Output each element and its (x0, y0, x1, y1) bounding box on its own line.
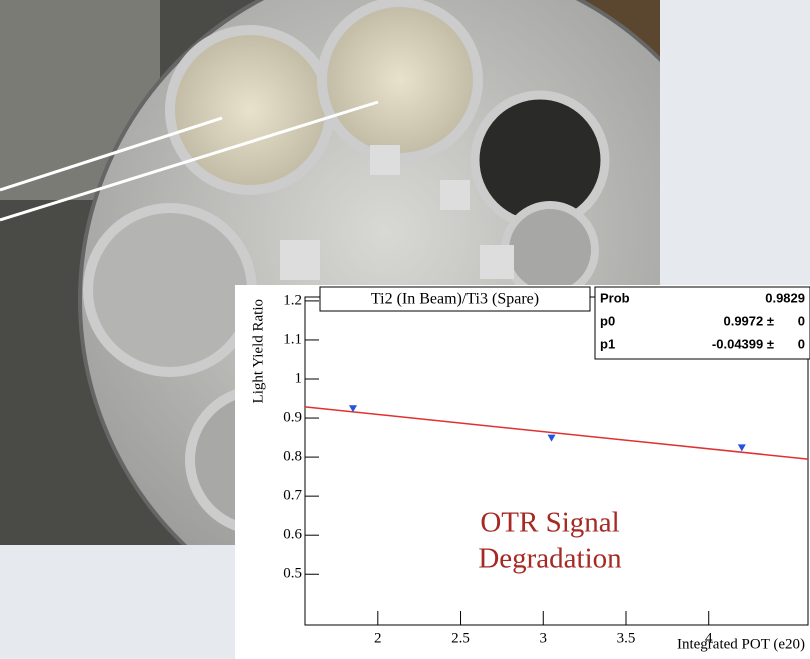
page: {"chart_data": {"type": "scatter", "titl… (0, 0, 810, 659)
stats-value: 0.9829 (765, 290, 805, 305)
stats-name: p0 (600, 313, 615, 328)
y-tick-label: 1.1 (283, 331, 302, 347)
x-tick-label: 2 (374, 630, 382, 646)
stats-error: 0 (798, 313, 805, 328)
slide: 0.50.60.70.80.911.11.222.533.54Integrate… (0, 0, 810, 659)
stats-name: p1 (600, 336, 615, 351)
chart-title: Ti2 (In Beam)/Ti3 (Spare) (371, 291, 539, 308)
stats-error: 0 (798, 336, 805, 351)
stats-value: 0.9972 ± (723, 313, 774, 328)
x-tick-label: 2.5 (451, 630, 470, 646)
annotation: Degradation (478, 543, 622, 575)
stats-name: Prob (600, 290, 630, 305)
y-tick-label: 1.2 (283, 292, 302, 308)
y-tick-label: 0.8 (283, 449, 302, 465)
y-tick-label: 0.9 (283, 409, 302, 425)
y-tick-label: 0.5 (283, 566, 302, 582)
y-tick-label: 1 (295, 370, 303, 386)
x-tick-label: 3.5 (617, 630, 636, 646)
stats-value: -0.04399 ± (712, 336, 774, 351)
x-axis-label: Integrated POT (e20) (677, 636, 805, 652)
y-tick-label: 0.6 (283, 527, 302, 543)
x-tick-label: 3 (540, 630, 548, 646)
annotation: OTR Signal (480, 507, 619, 539)
y-axis-label: Light Yield Ratio (250, 299, 266, 403)
y-tick-label: 0.7 (283, 488, 302, 504)
